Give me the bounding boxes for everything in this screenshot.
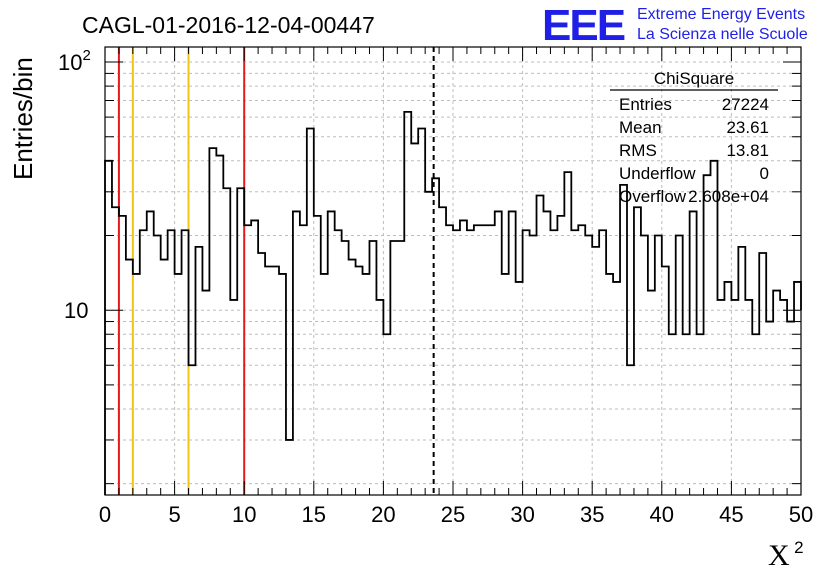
- vertical-lines-layer: [117, 47, 435, 495]
- stats-row-label: Entries: [619, 95, 672, 114]
- x-tick-label: 45: [719, 502, 743, 527]
- y-tick-label: 10: [64, 298, 88, 323]
- x-tick-label: 0: [99, 502, 111, 527]
- stats-row-value: 27224: [722, 95, 769, 114]
- x-tick-label: 35: [580, 502, 604, 527]
- stats-row-value: 13.81: [726, 141, 769, 160]
- x-tick-label: 40: [650, 502, 674, 527]
- x-tick-label: 50: [789, 502, 813, 527]
- x-tick-label: 5: [168, 502, 180, 527]
- stats-row-label: Overflow: [619, 187, 687, 206]
- histogram-layer: [104, 110, 802, 495]
- stats-row-label: Underflow: [619, 164, 696, 183]
- logo: EEE Extreme Energy Events La Scienza nel…: [542, 1, 808, 50]
- x-tick-label: 15: [302, 502, 326, 527]
- stats-row-label: RMS: [619, 141, 657, 160]
- logo-line-1: Extreme Energy Events: [637, 6, 805, 23]
- x-tick-label: 20: [371, 502, 395, 527]
- histogram-series: [104, 110, 802, 495]
- y-axis-label: Entries/bin: [8, 57, 38, 180]
- x-tick-label: 10: [232, 502, 256, 527]
- axes-layer: [104, 46, 802, 496]
- y-tick-label: 102: [58, 47, 91, 75]
- x-axis-label-superscript: 2: [794, 538, 803, 557]
- logo-mark: EEE: [542, 1, 625, 50]
- x-tick-label: 25: [441, 502, 465, 527]
- stats-rows: Entries 27224 Mean 23.61 RMS 13.81 Underflow 0 O…: [619, 95, 769, 206]
- x-axis-label-group: X 2: [768, 538, 804, 572]
- x-axis-label: X: [768, 539, 790, 572]
- stats-row-label: Mean: [619, 118, 662, 137]
- x-tick-labels: 0 5 10 15 20 25 30 35 40 45 50: [99, 502, 813, 527]
- y-tick-labels: 10 102: [58, 47, 91, 323]
- stats-row-value: 0: [760, 164, 769, 183]
- chart-title: CAGL-01-2016-12-04-00447: [82, 12, 375, 38]
- x-tick-label: 30: [510, 502, 534, 527]
- stats-row-value: 23.61: [726, 118, 769, 137]
- stats-row-value: 2.608e+04: [688, 187, 769, 206]
- stats-box: ChiSquare Entries 27224 Mean 23.61 RMS 13.81 U…: [610, 69, 778, 206]
- grid-layer: [105, 47, 801, 495]
- logo-line-2: La Scienza nelle Scuole: [637, 26, 808, 43]
- stats-title: ChiSquare: [654, 69, 734, 88]
